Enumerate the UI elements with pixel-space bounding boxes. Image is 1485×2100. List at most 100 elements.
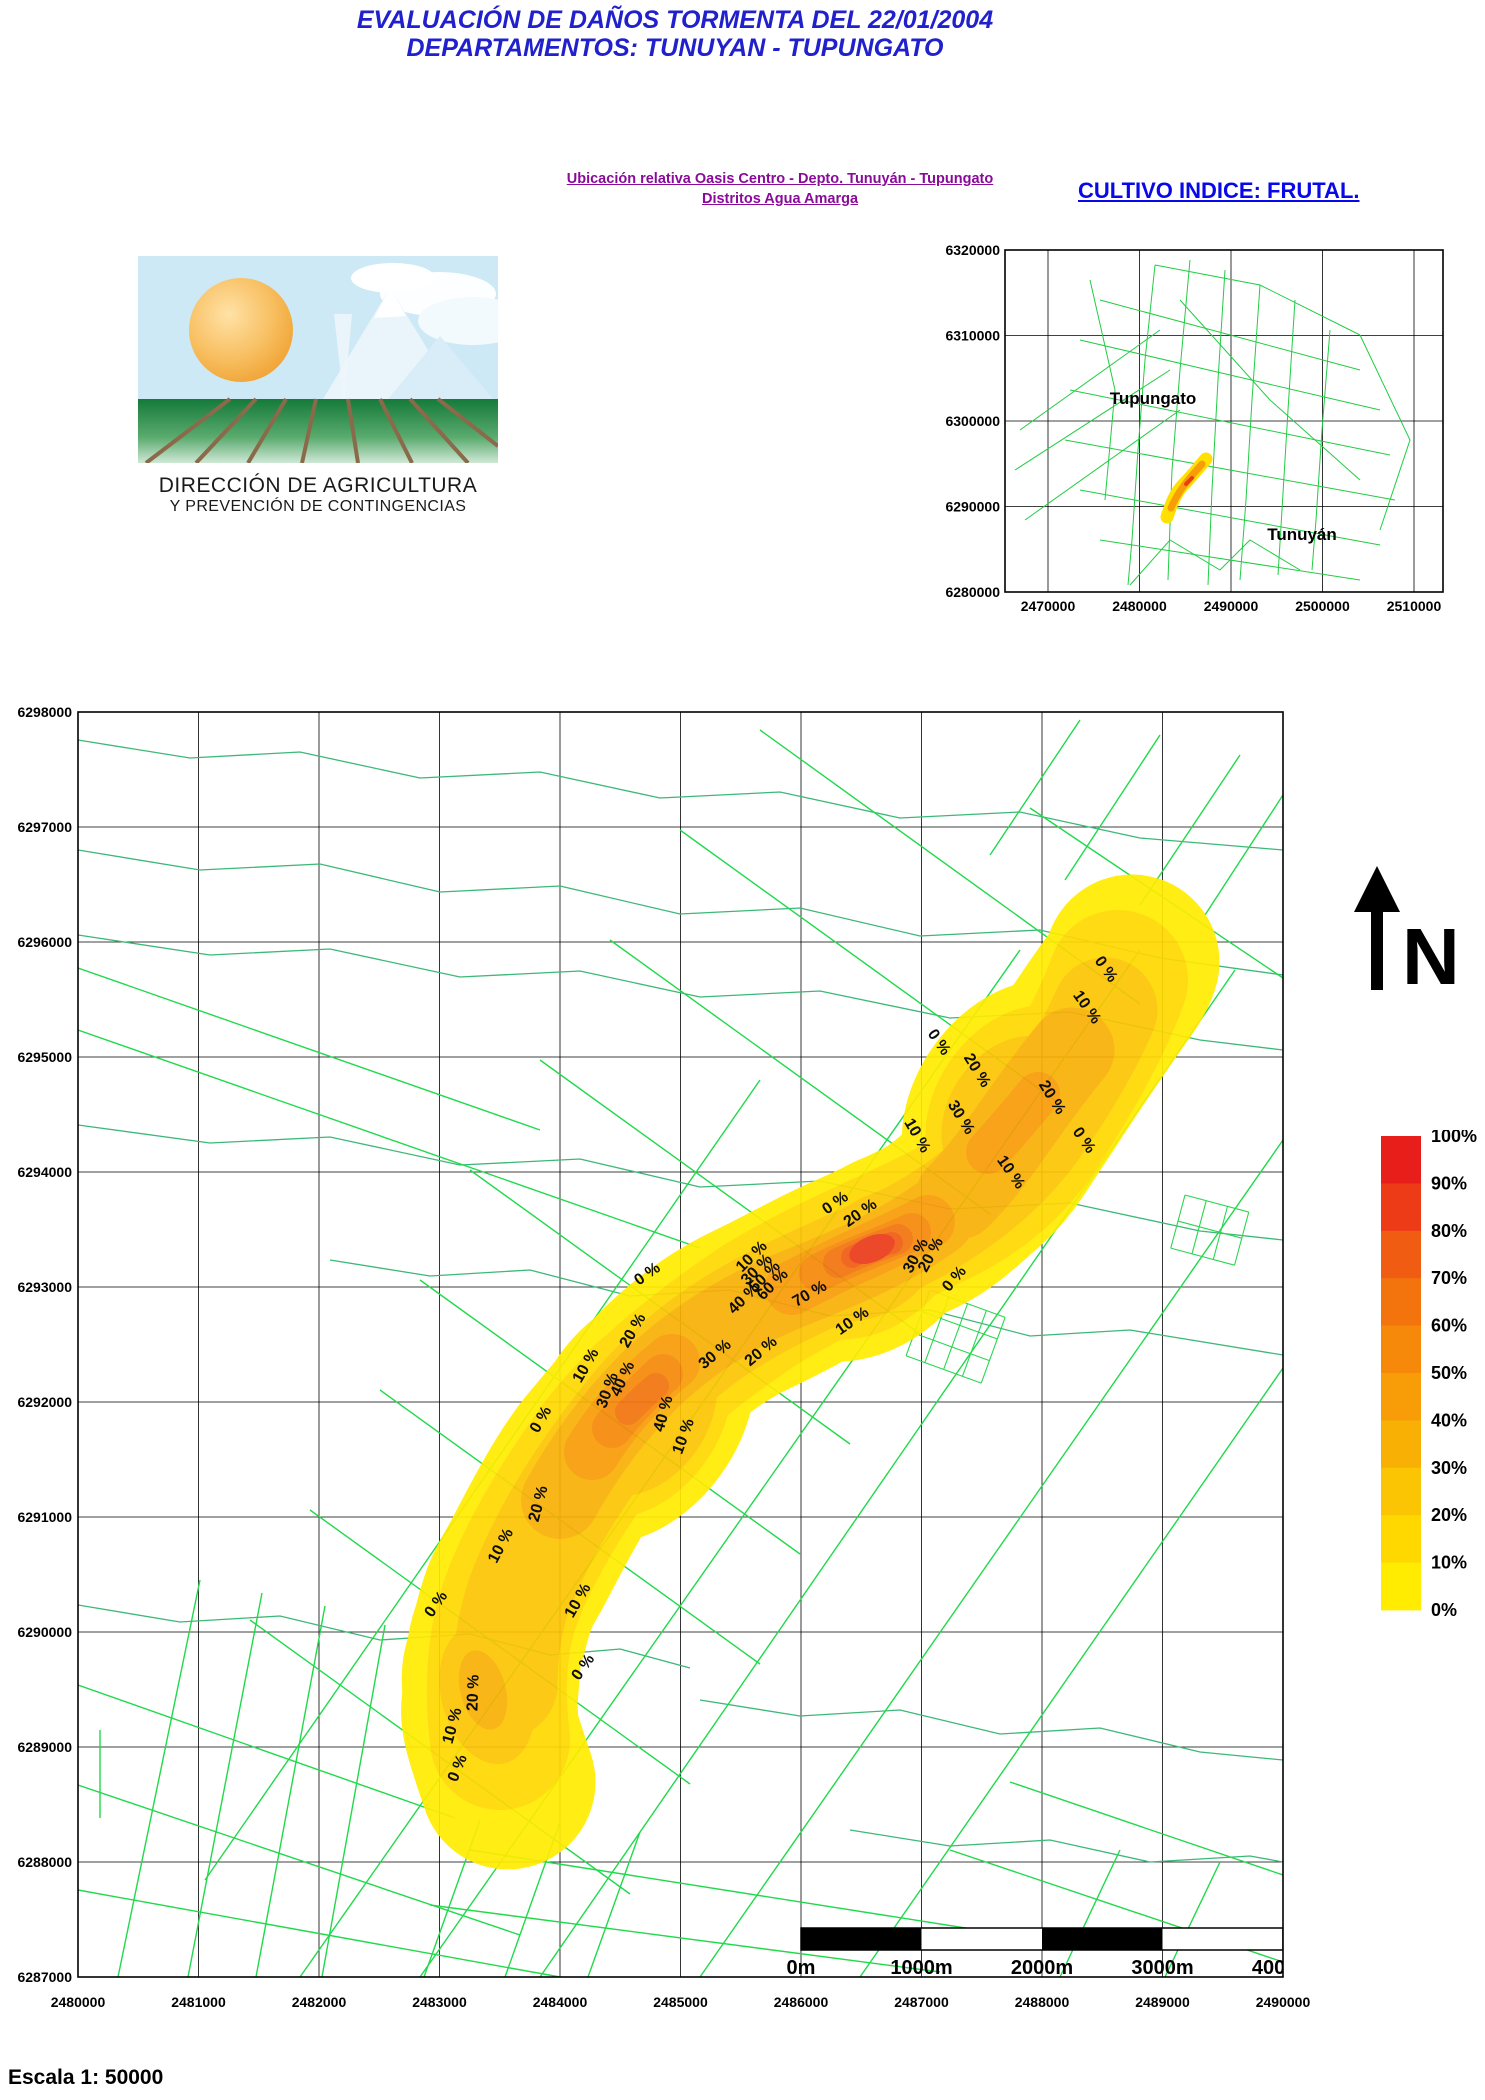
north-arrow-icon bbox=[1354, 866, 1400, 912]
legend-label: 0% bbox=[1431, 1600, 1457, 1620]
logo-picture bbox=[138, 256, 528, 465]
y-tick-label: 6290000 bbox=[17, 1624, 72, 1640]
mountain-icon bbox=[388, 336, 493, 399]
y-tick-label: 6297000 bbox=[17, 819, 72, 835]
x-tick-label: 2484000 bbox=[533, 1994, 588, 2010]
damage-band bbox=[401, 874, 1220, 1870]
inset-x-tick-label: 2490000 bbox=[1204, 598, 1259, 614]
x-tick-label: 2481000 bbox=[171, 1994, 226, 2010]
logo-org-line-1: DIRECCIÓN DE AGRICULTURA bbox=[158, 474, 478, 497]
legend-color-cell bbox=[1381, 1515, 1421, 1563]
y-tick-label: 6298000 bbox=[17, 704, 72, 720]
x-tick-label: 2482000 bbox=[292, 1994, 347, 2010]
inset-y-tick-label: 6280000 bbox=[945, 584, 1000, 600]
legend-label: 100% bbox=[1431, 1130, 1477, 1146]
sun-icon bbox=[189, 278, 293, 382]
x-tick-label: 2480000 bbox=[51, 1994, 106, 2010]
logo-field bbox=[138, 399, 498, 463]
y-tick-label: 6289000 bbox=[17, 1739, 72, 1755]
legend-label: 70% bbox=[1431, 1268, 1467, 1288]
y-tick-label: 6292000 bbox=[17, 1394, 72, 1410]
scale-text: Escala 1: 50000 bbox=[8, 2066, 164, 2089]
page-title: EVALUACIÓN DE DAÑOS TORMENTA DEL 22/01/2… bbox=[0, 6, 1350, 62]
map-subtitle: Ubicación relativa Oasis Centro - Depto.… bbox=[430, 170, 1130, 209]
inset-x-tick-label: 2510000 bbox=[1387, 598, 1442, 614]
legend-color-cell bbox=[1381, 1562, 1421, 1611]
scale-bar-labels: 0m 1000m 2000m 3000m 4000m bbox=[787, 1957, 1314, 1979]
mountain-snow bbox=[374, 288, 406, 318]
scale-bar-label: 1000m bbox=[890, 1957, 952, 1979]
inset-frame bbox=[1004, 249, 1444, 593]
parcel-mini-grid bbox=[1170, 1194, 1250, 1266]
inset-y-tick-label: 6310000 bbox=[945, 328, 1000, 344]
legend-label: 60% bbox=[1431, 1316, 1467, 1336]
legend-color-cell bbox=[1381, 1325, 1421, 1374]
damage-legend: 100% 90% 80% 70% 60% 50% 40% 30% 20% 10% 0% bbox=[1381, 1130, 1477, 1620]
inset-y-tick-label: 6290000 bbox=[945, 499, 1000, 515]
subtitle-line-2: Distritos Agua Amarga bbox=[701, 190, 859, 207]
legend-label: 50% bbox=[1431, 1363, 1467, 1383]
y-tick-label: 6293000 bbox=[17, 1279, 72, 1295]
cloud-icon bbox=[351, 263, 435, 293]
title-line-2: DEPARTAMENTOS: TUNUYAN - TUPUNGATO bbox=[406, 34, 944, 62]
inset-y-tick-label: 6320000 bbox=[945, 242, 1000, 258]
x-tick-label: 2487000 bbox=[894, 1994, 949, 2010]
funnel-icon bbox=[334, 314, 352, 404]
x-tick-label: 2486000 bbox=[774, 1994, 829, 2010]
y-tick-label: 6294000 bbox=[17, 1164, 72, 1180]
legend-label: 40% bbox=[1431, 1410, 1467, 1430]
inset-overview-map: 6320000 6310000 6300000 6290000 6280000 2470… bbox=[945, 242, 1444, 614]
y-tick-label: 6287000 bbox=[17, 1969, 72, 1985]
parcel-mini-grid bbox=[905, 1289, 1006, 1384]
legend-color-cell bbox=[1381, 1278, 1421, 1326]
map-frame bbox=[77, 711, 1284, 1978]
furrow-lines bbox=[144, 397, 500, 465]
inset-x-tick-label: 2480000 bbox=[1112, 598, 1167, 614]
region-label-tunuyan: Tunuyán bbox=[1267, 525, 1337, 544]
y-tick-label: 6296000 bbox=[17, 934, 72, 950]
contour-label: 20 % bbox=[464, 1674, 482, 1711]
inset-road-network bbox=[1014, 259, 1411, 586]
inset-x-tick-label: 2500000 bbox=[1295, 598, 1350, 614]
map-x-axis: 2480000 2481000 2482000 2483000 2484000 24850… bbox=[51, 1994, 1311, 2010]
title-line-1: EVALUACIÓN DE DAÑOS TORMENTA DEL 22/01/2… bbox=[356, 6, 994, 34]
scale-bar bbox=[800, 1927, 1283, 1951]
y-tick-label: 6288000 bbox=[17, 1854, 72, 1870]
map-y-axis: 6298000 6297000 6296000 6295000 6294000 62930… bbox=[17, 704, 72, 1985]
x-tick-label: 2489000 bbox=[1135, 1994, 1190, 2010]
main-damage-map: 0 % 10 %0 %20 %10 %0 %20 %10 %0 %20 %10 %… bbox=[17, 704, 1314, 2010]
scale-bar-label: 3000m bbox=[1131, 1957, 1193, 1979]
inset-x-axis: 2470000 2480000 2490000 2500000 2510000 bbox=[1021, 598, 1442, 614]
north-label: N bbox=[1402, 912, 1460, 996]
inset-y-tick-label: 6300000 bbox=[945, 413, 1000, 429]
x-tick-label: 2483000 bbox=[412, 1994, 467, 2010]
legend-color-cell bbox=[1381, 1230, 1421, 1279]
x-tick-label: 2488000 bbox=[1015, 1994, 1070, 2010]
legend-label: 80% bbox=[1431, 1221, 1467, 1241]
legend-label: 90% bbox=[1431, 1173, 1467, 1193]
y-tick-label: 6295000 bbox=[17, 1049, 72, 1065]
legend-color-cell bbox=[1381, 1136, 1421, 1184]
legend-label: 20% bbox=[1431, 1505, 1467, 1525]
legend-label: 30% bbox=[1431, 1458, 1467, 1478]
legend-color-cell bbox=[1381, 1420, 1421, 1469]
inset-y-axis: 6320000 6310000 6300000 6290000 6280000 bbox=[945, 242, 1000, 600]
scale-bar-label: 0m bbox=[787, 1957, 816, 1979]
legend-color-cell bbox=[1381, 1183, 1421, 1232]
x-tick-label: 2485000 bbox=[653, 1994, 708, 2010]
scale-bar-label: 4000m bbox=[1252, 1957, 1314, 1979]
north-arrow-shaft bbox=[1371, 910, 1383, 990]
subtitle-line-1: Ubicación relativa Oasis Centro - Depto.… bbox=[566, 171, 994, 187]
logo-org-line-2: Y PREVENCIÓN DE CONTINGENCIAS bbox=[169, 498, 467, 515]
legend-label: 10% bbox=[1431, 1553, 1467, 1573]
y-tick-label: 6291000 bbox=[17, 1509, 72, 1525]
region-label-tupungato: Tupungato bbox=[1110, 389, 1197, 408]
legend-color-cell bbox=[1381, 1467, 1421, 1516]
scale-bar-label: 2000m bbox=[1011, 1957, 1073, 1979]
agency-logo: DIRECCIÓN DE AGRICULTURA Y PREVENCIÓN DE… bbox=[138, 256, 528, 516]
inset-damage-strip bbox=[1160, 452, 1213, 524]
north-arrow: N bbox=[1354, 866, 1460, 996]
legend-color-cell bbox=[1381, 1373, 1421, 1421]
inset-x-tick-label: 2470000 bbox=[1021, 598, 1076, 614]
